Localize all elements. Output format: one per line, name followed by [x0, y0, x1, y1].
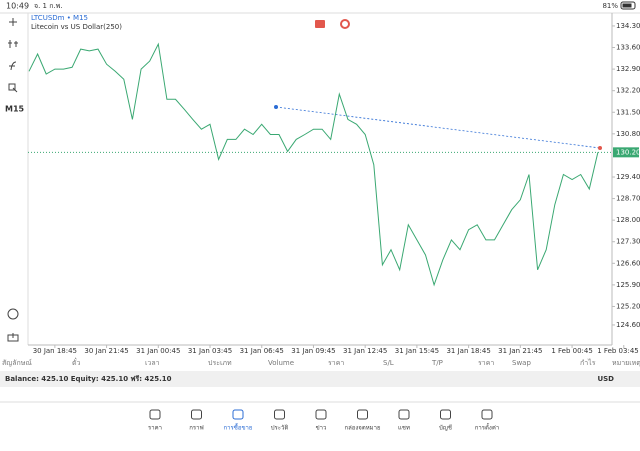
column-header[interactable]: หมายเหตุ [612, 359, 640, 367]
tab-label[interactable]: ราคา [148, 425, 162, 432]
buy-sell-icon[interactable] [315, 20, 325, 28]
y-tick-label: 134.30 [616, 22, 640, 30]
x-tick-label: 31 Jan 12:45 [343, 347, 387, 355]
tab-label[interactable]: ประวัติ [271, 425, 289, 432]
column-header[interactable]: กำไร [580, 358, 596, 367]
current-price-box [613, 147, 639, 158]
y-tick-label: 125.90 [616, 281, 640, 289]
y-tick-label: 124.60 [616, 321, 640, 329]
tab-label[interactable]: การตั้งค่า [475, 422, 499, 432]
y-tick-label: 128.70 [616, 195, 640, 203]
tab-icon[interactable] [274, 409, 285, 420]
column-header[interactable]: สัญลักษณ์ [2, 359, 32, 367]
tab-label[interactable]: แชท [398, 425, 410, 432]
x-tick-label: 1 Feb 03:45 [597, 347, 638, 355]
trend-anchor[interactable] [598, 146, 602, 150]
currency: USD [597, 375, 614, 383]
column-header[interactable]: Volume [268, 359, 294, 367]
y-tick-label: 126.60 [616, 259, 640, 267]
x-tick-label: 31 Jan 15:45 [395, 347, 439, 355]
x-tick-label: 31 Jan 21:45 [498, 347, 542, 355]
add-tool[interactable] [7, 333, 19, 342]
x-tick-label: 31 Jan 18:45 [446, 347, 490, 355]
y-tick-label: 128.00 [616, 216, 640, 224]
timeframe[interactable]: M15 [5, 105, 25, 114]
function-tool[interactable] [9, 61, 17, 71]
tab-icon[interactable] [481, 409, 493, 420]
column-header[interactable]: ประเภท [208, 359, 232, 367]
tab-icon[interactable] [149, 409, 161, 420]
tab-icon[interactable] [357, 409, 368, 420]
x-tick-label: 1 Feb 00:45 [551, 347, 592, 355]
tab-label[interactable]: กล่องจดหมาย [344, 425, 380, 432]
toolbar [7, 18, 19, 342]
column-header[interactable]: S/L [383, 359, 394, 367]
chart-subtitle: Litecoin vs US Dollar(250) [31, 23, 122, 31]
column-header[interactable]: เวลา [145, 359, 160, 367]
y-tick-label: 127.30 [616, 238, 640, 246]
price-line [28, 42, 599, 287]
tab-icon[interactable] [315, 409, 327, 420]
zoom-tool[interactable] [7, 308, 19, 320]
status-date: จ. 1 ก.พ. [34, 2, 63, 10]
x-tick-label: 31 Jan 09:45 [291, 347, 335, 355]
y-tick-label: 129.40 [616, 173, 640, 181]
trend-line[interactable] [275, 106, 601, 149]
tab-label[interactable]: กราฟ [189, 425, 203, 432]
battery-icon [620, 1, 636, 10]
y-tick-label: 130.80 [616, 130, 640, 138]
trend-anchor[interactable] [274, 105, 278, 109]
tab-icon[interactable] [440, 409, 451, 420]
crosshair-tool[interactable] [9, 18, 17, 26]
y-tick-label: 132.20 [616, 87, 640, 95]
x-tick-label: 30 Jan 21:45 [84, 347, 128, 355]
indicators-tool[interactable] [8, 40, 18, 48]
table-header: สัญลักษณ์ ตั๋ว เวลา ประเภท Volume ราคา S/L T/P ร… [2, 358, 640, 367]
column-header[interactable]: ตั๋ว [72, 358, 81, 367]
x-tick-label: 30 Jan 18:45 [33, 347, 77, 355]
column-header[interactable]: Swap [512, 359, 531, 367]
tab-icon[interactable] [191, 409, 202, 420]
column-header[interactable]: ราคา [328, 359, 344, 367]
tab-label[interactable]: การซื้อขาย [224, 422, 253, 432]
current-price-label: 130.20 [616, 148, 640, 156]
x-tick-label: 31 Jan 03:45 [188, 347, 232, 355]
y-tick-label: 132.90 [616, 65, 640, 73]
tab-icon[interactable] [232, 409, 244, 420]
battery-level [622, 3, 632, 8]
column-header[interactable]: T/P [431, 359, 443, 367]
objects-tool[interactable] [8, 83, 18, 93]
status-time: 10:49 [6, 2, 29, 11]
tab-label[interactable]: ข่าว [316, 425, 327, 432]
chart-symbol: LTCUSDm • M15 [31, 14, 88, 22]
plot: 134.30 133.60 132.90 132.20 131.50 130.80 129.… [28, 22, 640, 355]
x-tick-label: 31 Jan 06:45 [240, 347, 284, 355]
y-tick-label: 125.20 [616, 302, 640, 310]
tab-icon[interactable] [398, 409, 410, 420]
y-tick-label: 133.60 [616, 44, 640, 52]
status-battery: 81% [602, 2, 618, 10]
x-tick-label: 31 Jan 00:45 [136, 347, 180, 355]
y-tick-label: 131.50 [616, 108, 640, 116]
one-click-icon[interactable] [340, 19, 350, 29]
tab-label[interactable]: บัญชี [439, 424, 452, 432]
tab-bar: ราคา กราฟ การซื้อขาย ประวัติ ข่าว กล่องจดหมาย… [148, 409, 499, 432]
balance-summary: Balance: 425.10 Equity: 425.10 ฟรี: 425.… [5, 375, 172, 383]
column-header[interactable]: ราคา [478, 359, 494, 367]
balance-bar [0, 371, 640, 387]
